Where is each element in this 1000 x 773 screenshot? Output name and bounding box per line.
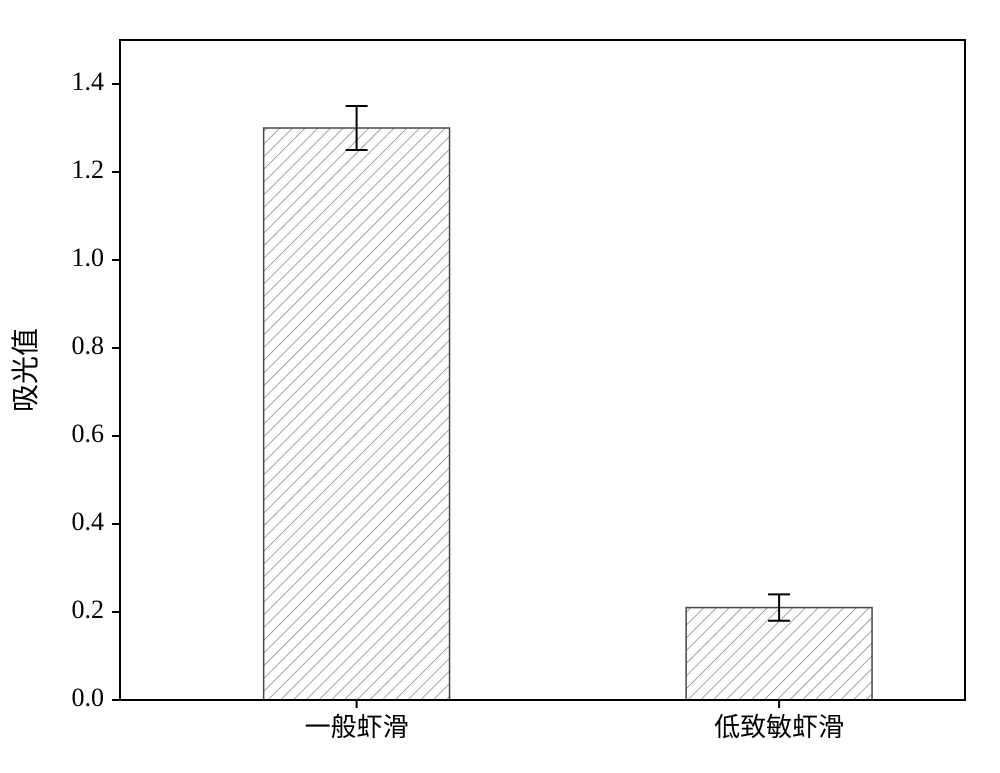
bar-chart: 0.0 0.2 0.4 0.6 0.8 1.0 1.2 1.4 一般虾滑 低致敏虾滑 吸光值 [0,0,1000,773]
chart-svg: 0.0 0.2 0.4 0.6 0.8 1.0 1.2 1.4 一般虾滑 低致敏虾滑 吸光值 [0,0,1000,773]
ytick-label-0: 0.0 [72,683,105,712]
ytick-label-7: 1.4 [72,67,105,96]
ytick-label-6: 1.2 [72,155,105,184]
ytick-label-5: 1.0 [72,243,105,272]
ytick-label-2: 0.4 [72,507,105,536]
ytick-label-4: 0.8 [72,331,105,360]
ytick-label-1: 0.2 [72,595,105,624]
xtick-label-1: 低致敏虾滑 [714,713,844,742]
ytick-label-3: 0.6 [72,419,105,448]
xtick-label-0: 一般虾滑 [305,713,409,742]
y-axis-label: 吸光值 [10,328,42,412]
bar-hatch-0 [264,128,450,700]
